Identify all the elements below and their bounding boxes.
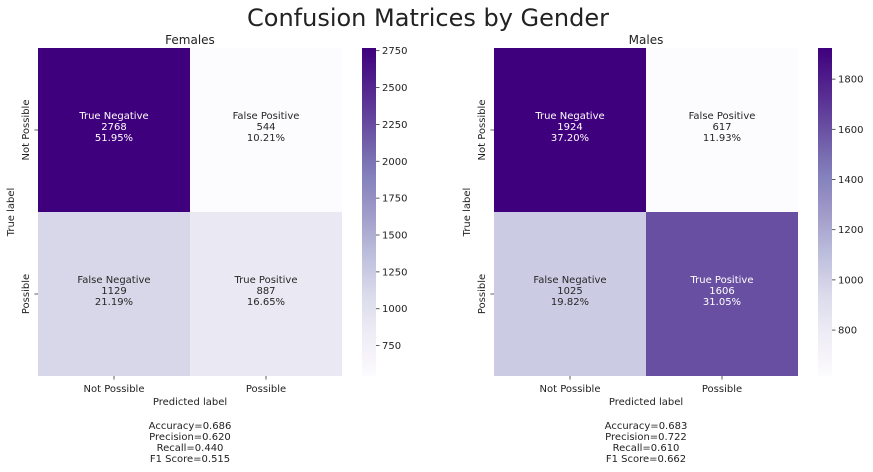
cell-percent-label: 21.19% [95,297,133,308]
metric-line: Precision=0.722 [605,432,687,443]
x-tick-label: Possible [246,384,286,395]
metric-line: F1 Score=0.515 [150,454,230,465]
cell-percent-label: 10.21% [247,133,285,144]
colorbar-tick-label: 800 [838,326,857,337]
panel-title: Females [165,33,215,47]
metric-line: Accuracy=0.686 [149,421,232,432]
colorbar-tick-label: 750 [382,341,401,352]
cell-category-label: False Negative [77,275,150,286]
metric-line: Recall=0.440 [157,443,224,454]
cell-count-label: 544 [256,122,275,133]
colorbar-tick-label: 2750 [382,46,407,57]
metric-line: Accuracy=0.683 [605,421,688,432]
x-tick-label: Not Possible [84,384,145,395]
cell-category-label: False Positive [233,111,300,122]
cell-count-label: 1924 [557,122,582,133]
cell-percent-label: 37.20% [551,133,589,144]
x-tick-label: Not Possible [540,384,601,395]
y-tick-label: Possible [477,274,488,314]
colorbar-tick-label: 1000 [382,304,407,315]
colorbar-tick-label: 1800 [838,75,863,86]
x-axis-label: Predicted label [153,397,227,408]
cell-category-label: True Negative [534,111,604,122]
x-axis-label: Predicted label [609,397,683,408]
metric-line: F1 Score=0.662 [606,454,686,465]
y-axis-label: True label [462,188,473,238]
metric-line: Precision=0.620 [149,432,231,443]
cell-count-label: 887 [256,286,275,297]
colorbar-tick-label: 1250 [382,267,407,278]
y-tick-label: Not Possible [477,100,488,161]
colorbar-tick-label: 1750 [382,194,407,205]
cell-count-label: 2768 [101,122,126,133]
cell-count-label: 1025 [557,286,582,297]
cell-category-label: True Negative [78,111,148,122]
cell-percent-label: 11.93% [703,133,741,144]
cell-count-label: 617 [712,122,731,133]
cell-percent-label: 19.82% [551,297,589,308]
cell-category-label: False Positive [689,111,756,122]
colorbar-tick-label: 2000 [382,157,407,168]
colorbar-tick-label: 1600 [838,125,863,136]
colorbar-tick-label: 1500 [382,231,407,242]
panel-title: Males [629,33,664,47]
cell-category-label: True Positive [234,275,298,286]
cell-percent-label: 31.05% [703,297,741,308]
colorbar-tick-label: 1000 [838,275,863,286]
colorbar [818,48,832,376]
cell-count-label: 1606 [709,286,734,297]
heatmap-cell [38,212,190,376]
cell-category-label: False Negative [533,275,606,286]
cell-category-label: True Positive [690,275,754,286]
heatmap-cell [494,48,646,212]
colorbar [362,48,376,376]
heatmap-cell [190,212,342,376]
y-tick-label: Not Possible [21,100,32,161]
y-tick-label: Possible [21,274,32,314]
heatmap-cell [190,48,342,212]
metric-line: Recall=0.610 [613,443,680,454]
y-axis-label: True label [6,188,17,238]
heatmap-cell [494,212,646,376]
colorbar-tick-label: 2500 [382,83,407,94]
heatmap-cell [38,48,190,212]
x-tick-label: Possible [702,384,742,395]
heatmap-cell [646,48,798,212]
cell-percent-label: 51.95% [95,133,133,144]
figure-title: Confusion Matrices by Gender [247,4,609,32]
cell-count-label: 1129 [101,286,126,297]
heatmap-cell [646,212,798,376]
cell-percent-label: 16.65% [247,297,285,308]
colorbar-tick-label: 1200 [838,225,863,236]
colorbar-tick-label: 1400 [838,175,863,186]
colorbar-tick-label: 2250 [382,120,407,131]
